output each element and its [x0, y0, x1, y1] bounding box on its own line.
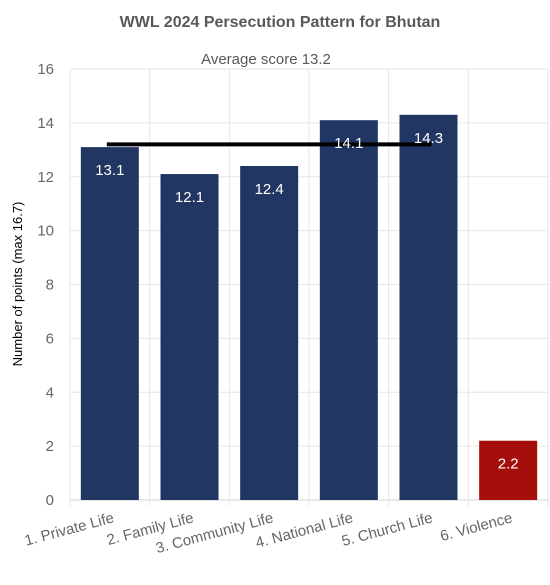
gridlines	[69, 68, 549, 506]
chart-subtitle: Average score 13.2	[201, 51, 331, 68]
y-tick-labels: 0 2 4 6 8 10 12 14 16	[37, 61, 54, 509]
y-tick-label: 12	[37, 169, 54, 186]
data-label: 13.1	[95, 162, 124, 179]
y-tick-label: 10	[37, 223, 54, 240]
data-label: 2.2	[498, 456, 519, 473]
bar	[319, 120, 378, 501]
data-label: 12.4	[255, 181, 284, 198]
y-tick-label: 2	[46, 438, 54, 455]
y-tick-label: 6	[46, 330, 54, 347]
bar	[80, 147, 139, 500]
bar	[240, 165, 299, 500]
y-tick-label: 4	[46, 384, 54, 401]
bar	[479, 440, 538, 500]
y-tick-label: 14	[37, 115, 54, 132]
category-label: 1. Private Life	[23, 509, 116, 549]
y-axis-label: Number of points (max 16.7)	[10, 202, 25, 367]
bar	[160, 174, 219, 500]
data-label: 12.1	[175, 189, 204, 206]
y-tick-label: 16	[37, 61, 54, 78]
data-label: 14.1	[334, 135, 363, 152]
y-tick-label: 8	[46, 277, 54, 294]
category-label: 5. Church Life	[340, 509, 435, 550]
bars	[80, 114, 538, 501]
chart-title: WWL 2024 Persecution Pattern for Bhutan	[120, 14, 441, 31]
data-labels: 13.1 12.1 12.4 14.1 14.3 2.2	[95, 130, 518, 473]
category-label: 6. Violence	[438, 509, 514, 545]
bar	[399, 114, 458, 500]
y-tick-label: 0	[46, 492, 54, 509]
data-label: 14.3	[414, 130, 443, 147]
